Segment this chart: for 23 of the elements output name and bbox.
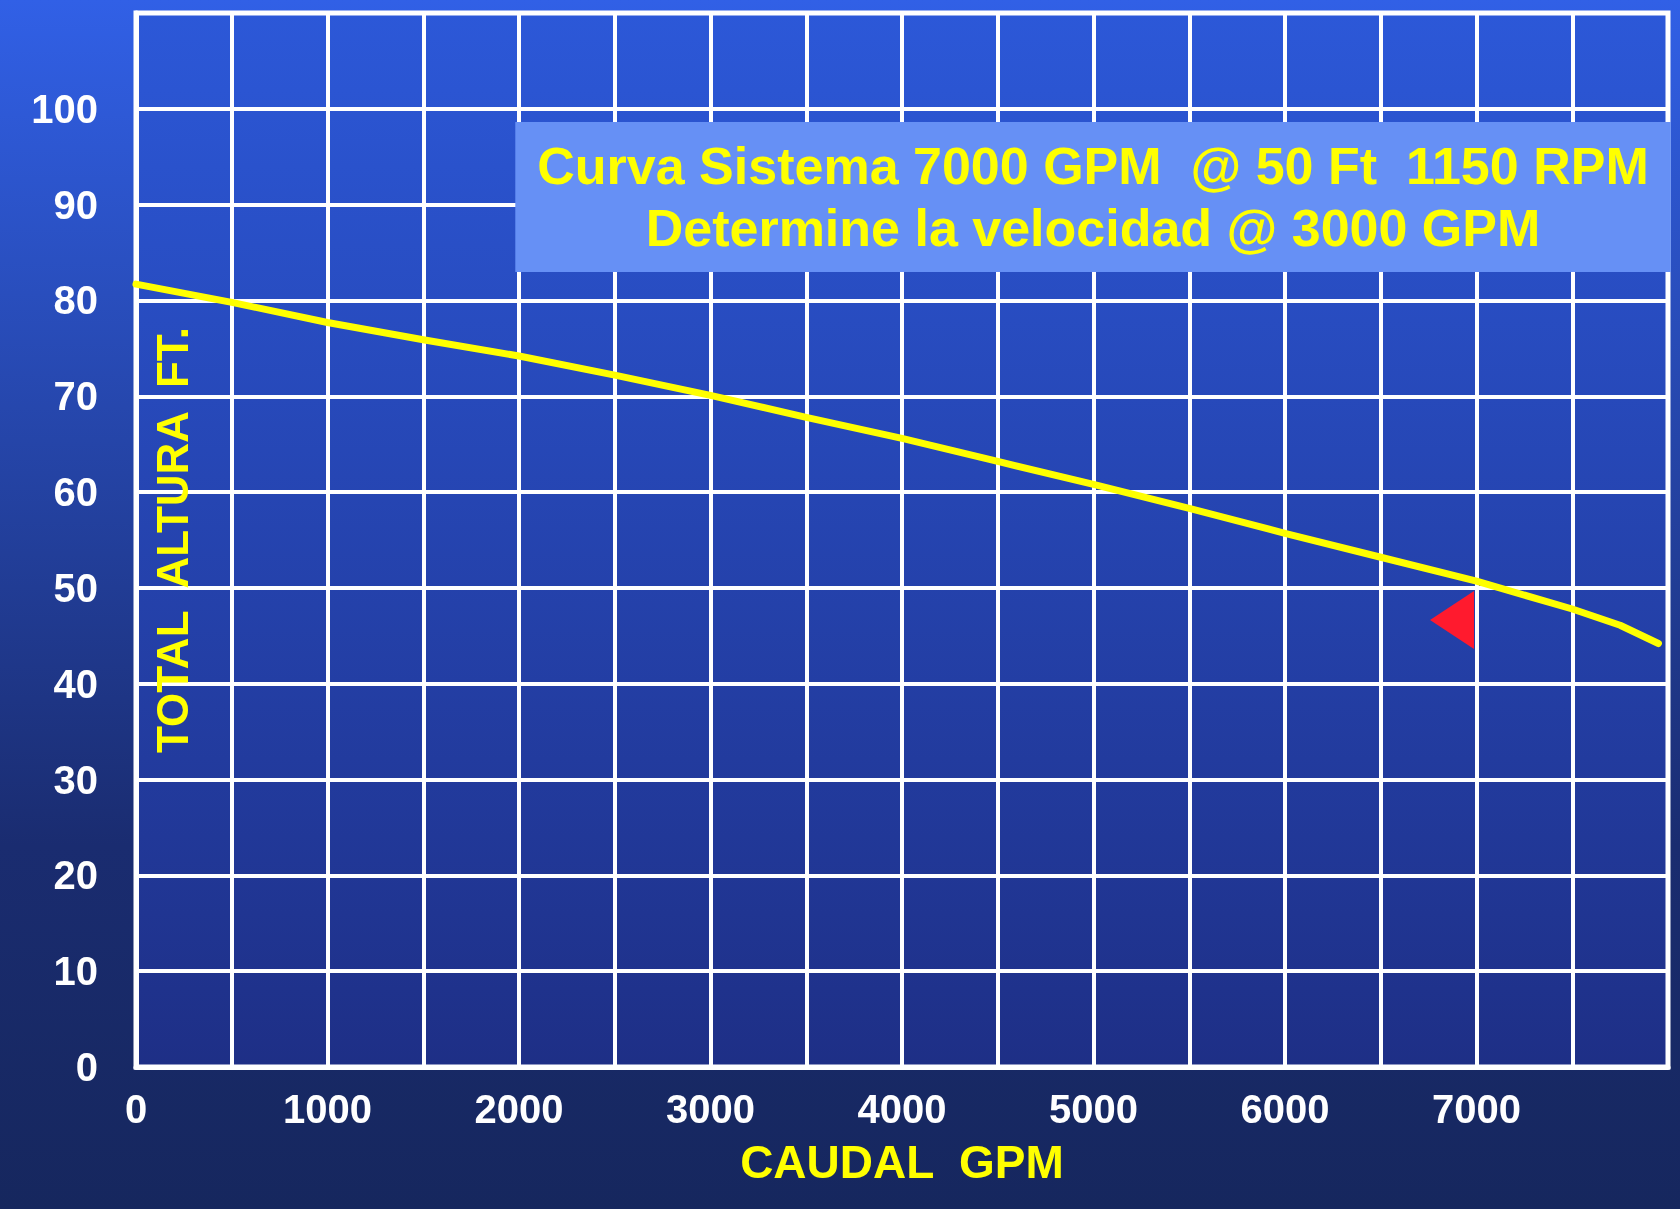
x-axis-title: CAUDAL GPM [740,1136,1064,1188]
y-tick-label: 30 [53,757,98,802]
y-tick-label: 20 [53,853,98,898]
x-tick-label: 5000 [1049,1087,1138,1131]
y-axis-title: TOTAL ALTURA FT. [147,326,197,754]
y-tick-label: 50 [53,565,98,610]
y-tick-label: 100 [31,86,98,131]
y-tick-label: 10 [53,949,98,994]
x-tick-label: 2000 [474,1087,564,1131]
y-tick-label: 40 [53,661,98,706]
y-tick-label: 60 [53,470,98,515]
x-tick-label: 1000 [283,1087,372,1131]
x-tick-label: 4000 [857,1087,947,1131]
y-tick-label: 70 [53,374,98,419]
y-tick-label: 0 [75,1045,98,1089]
x-tick-label: 6000 [1240,1087,1330,1131]
y-tick-label: 80 [53,278,98,323]
x-tick-label: 7000 [1432,1087,1521,1131]
x-tick-label: 0 [124,1087,148,1131]
y-tick-label: 90 [53,182,98,227]
text: Curva Sistema 7000 GPM @ 50 Ft 1150 RPM [537,137,1649,195]
text: Determine la velocidad @ 3000 GPM [645,199,1541,257]
x-tick-label: 3000 [666,1087,755,1131]
